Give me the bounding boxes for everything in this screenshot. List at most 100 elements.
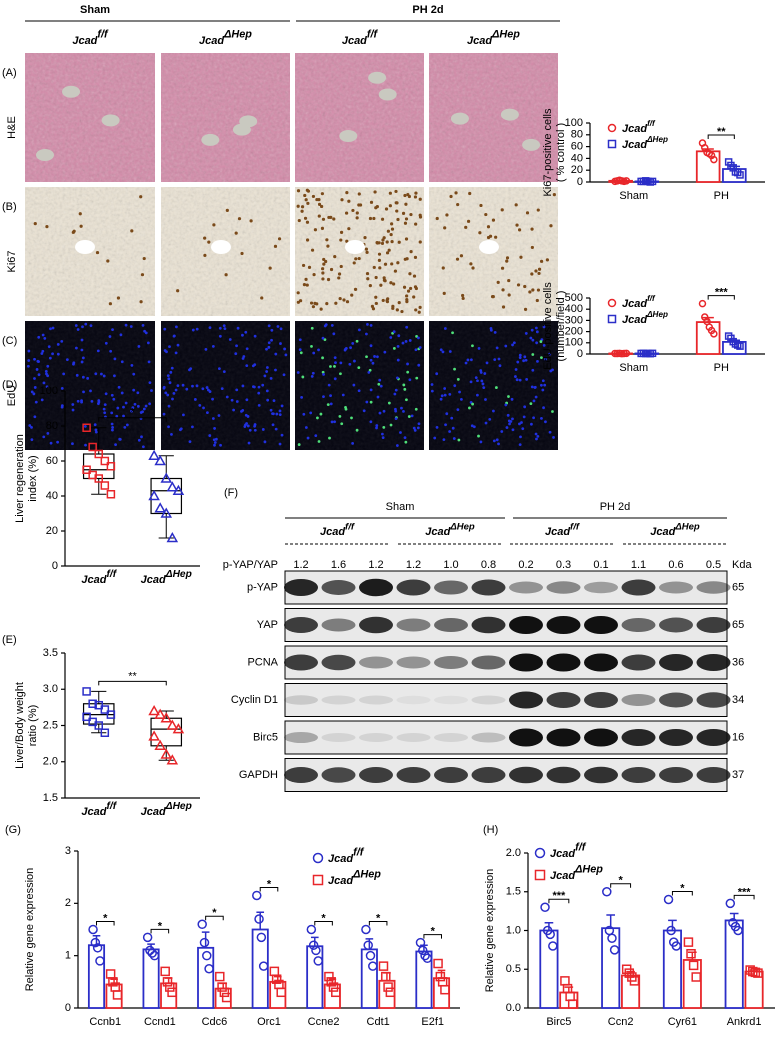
nucleus [95,250,100,255]
vessel [522,138,541,151]
nucleus [80,338,84,342]
nucleus [459,254,464,258]
nucleus [352,261,356,265]
nucleus [42,435,46,439]
nucleus [240,409,243,413]
significance-bracket [205,915,224,921]
blot-band [471,655,506,670]
nucleus [298,338,302,342]
y-tick-label: 500 [565,292,583,304]
nucleus [509,420,513,423]
nucleus [496,280,500,284]
nucleus [464,225,468,229]
nucleus [165,350,168,354]
nucleus [456,202,460,207]
nucleus [488,418,492,421]
nucleus [352,383,356,387]
nucleus [76,328,80,331]
nucleus [213,441,217,444]
nucleus [191,425,194,429]
genotype-label: Jcadf/f [81,801,117,818]
gene-name: Jcad [320,526,345,538]
nucleus [338,296,342,301]
nucleus [393,269,398,273]
nucleus [435,372,439,376]
nucleus [519,255,523,259]
nucleus [498,364,502,368]
data-point [154,739,166,751]
nucleus [176,343,180,347]
nucleus [351,342,355,345]
nucleus [371,307,376,311]
nucleus [418,346,422,349]
nucleus [265,366,269,369]
x-tick-label: Cdt1 [367,1016,390,1028]
data-point [312,852,324,864]
nucleus [106,259,110,263]
nucleus [269,408,273,412]
protein-label: p-YAP [247,581,278,593]
data-point [148,730,160,741]
nucleus [275,412,279,416]
blot-band [434,733,468,742]
blot-band [621,579,656,596]
data-point [252,890,262,901]
nucleus [75,373,79,377]
y-tick-label: 100 [565,337,583,349]
nucleus [479,440,483,444]
nucleus [222,370,226,374]
nucleus [223,327,227,331]
nucleus [109,349,113,353]
data-point [671,941,682,951]
nucleus [71,403,75,406]
nucleus [272,399,276,403]
nucleus [306,189,311,193]
nucleus [312,273,316,277]
bar [306,945,324,1009]
data-point [748,966,758,977]
nucleus [388,191,392,195]
x-tick-label: Birc5 [546,1016,571,1028]
nucleus [141,445,145,449]
blot-band [696,692,731,708]
nucleus [536,434,540,438]
nucleus [112,397,116,401]
nucleus [76,399,80,403]
nucleus [263,440,267,444]
data-point [199,937,210,948]
nucleus [169,370,173,374]
nucleus [311,194,316,199]
nucleus [405,294,409,298]
kda-label: 65 [732,619,744,631]
nucleus [374,301,378,306]
nucleus [472,425,476,429]
nucleus [414,348,418,352]
nucleus [193,398,197,401]
blot-band [509,653,543,672]
significance-label: * [130,407,135,419]
nucleus [136,404,140,408]
x-tick-label: PH [714,190,729,202]
genotype-superscript: f/f [345,521,355,532]
nucleus [217,414,221,417]
nucleus [337,272,342,276]
blot-band [659,692,693,708]
data-point [148,489,160,501]
nucleus [208,326,212,330]
bar [360,948,378,1009]
nucleus [265,370,269,373]
nucleus [404,339,408,343]
nucleus [217,367,221,371]
nucleus [316,416,319,420]
nucleus [60,339,64,343]
nucleus [477,347,481,350]
blot-band [396,579,431,596]
significance-bracket [671,891,693,896]
data-point [160,966,170,977]
nucleus [80,360,84,364]
data-point [160,712,173,723]
nucleus [401,211,406,216]
nucleus [435,425,439,429]
nucleus [130,409,133,413]
nucleus [409,250,413,254]
